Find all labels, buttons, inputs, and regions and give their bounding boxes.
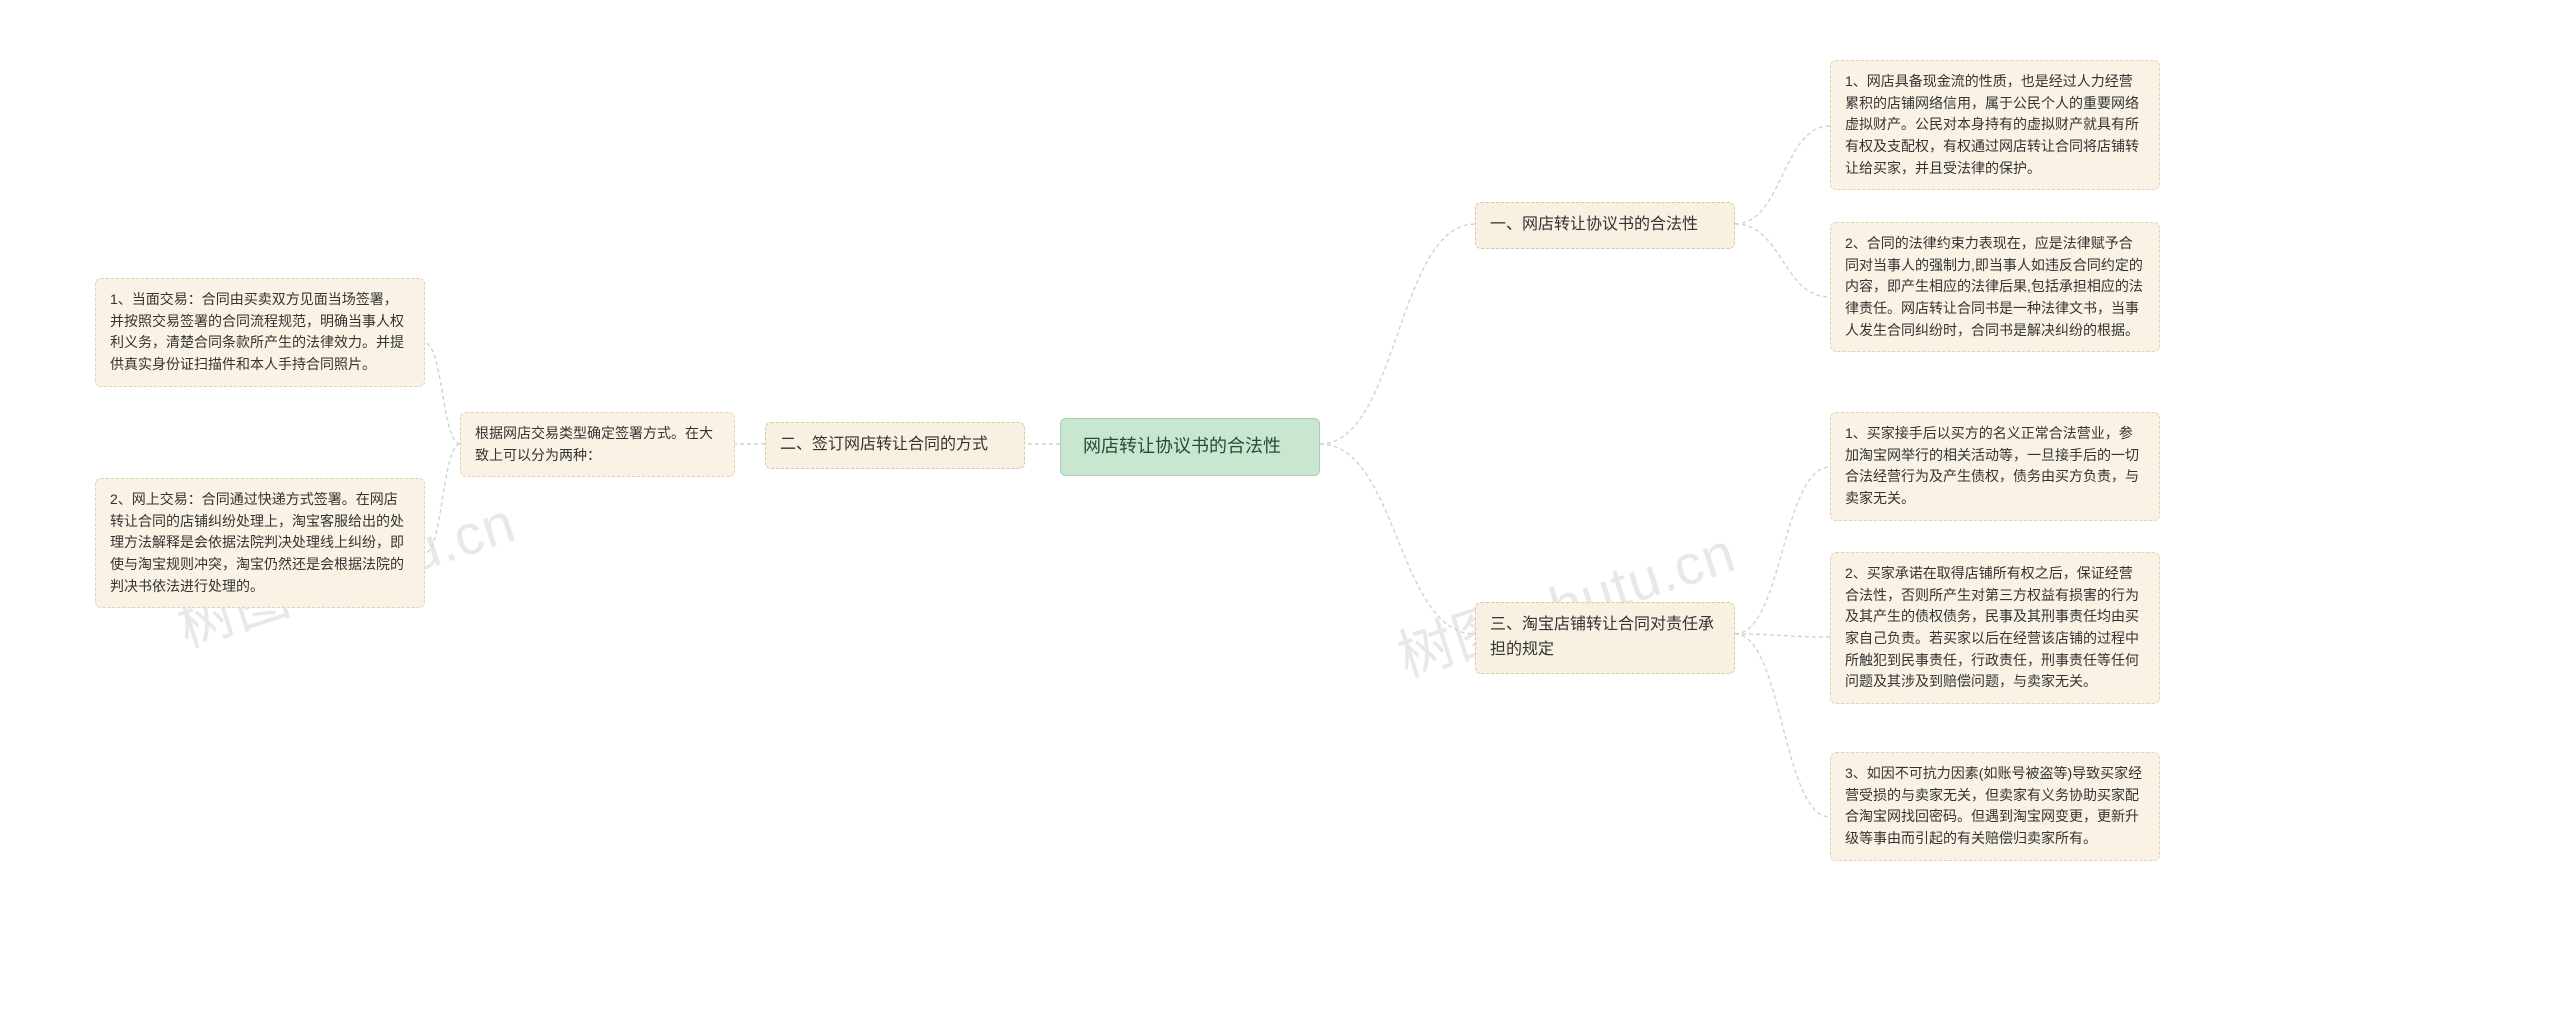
branch-2: 二、签订网店转让合同的方式 [765, 422, 1025, 469]
leaf-3-3: 3、如因不可抗力因素(如账号被盗等)导致买家经营受损的与卖家无关，但卖家有义务协… [1830, 752, 2160, 861]
branch-3: 三、淘宝店铺转让合同对责任承担的规定 [1475, 602, 1735, 674]
leaf-2-2: 2、网上交易：合同通过快递方式签署。在网店转让合同的店铺纠纷处理上，淘宝客服给出… [95, 478, 425, 608]
leaf-3-2: 2、买家承诺在取得店铺所有权之后，保证经营合法性，否则所产生对第三方权益有损害的… [1830, 552, 2160, 704]
leaf-1-1: 1、网店具备现金流的性质，也是经过人力经营累积的店铺网络信用，属于公民个人的重要… [1830, 60, 2160, 190]
branch-1: 一、网店转让协议书的合法性 [1475, 202, 1735, 249]
root-node: 网店转让协议书的合法性 [1060, 418, 1320, 476]
branch-2-sub: 根据网店交易类型确定签署方式。在大致上可以分为两种： [460, 412, 735, 477]
leaf-2-1: 1、当面交易：合同由买卖双方见面当场签署，并按照交易签署的合同流程规范，明确当事… [95, 278, 425, 387]
leaf-1-2: 2、合同的法律约束力表现在，应是法律赋予合同对当事人的强制力,即当事人如违反合同… [1830, 222, 2160, 352]
leaf-3-1: 1、买家接手后以买方的名义正常合法营业，参加淘宝网举行的相关活动等，一旦接手后的… [1830, 412, 2160, 521]
